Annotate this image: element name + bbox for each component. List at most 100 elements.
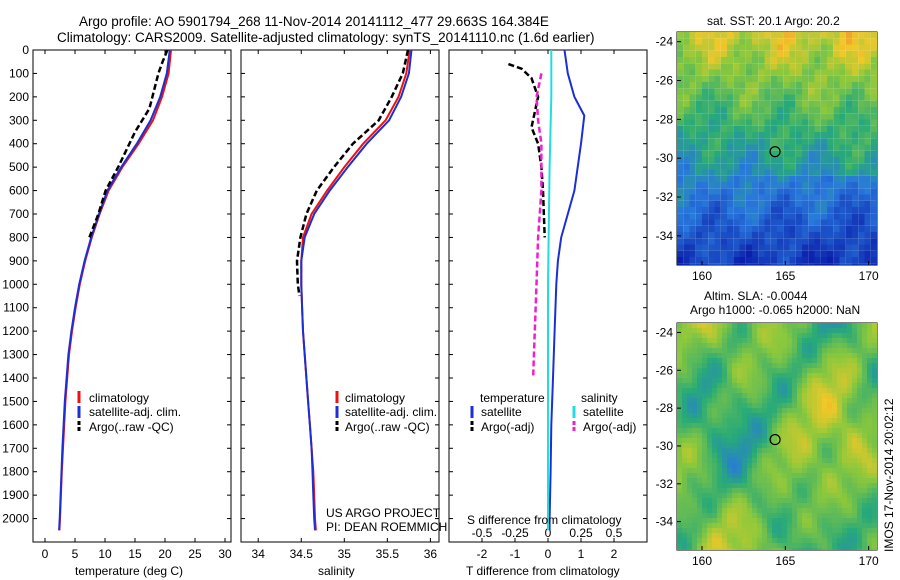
map-cell <box>812 413 817 418</box>
map-cell <box>732 433 737 438</box>
map-cell <box>837 378 842 383</box>
map-cell <box>717 458 722 463</box>
map-cell <box>864 263 871 265</box>
map-cell <box>787 433 792 438</box>
map-cell <box>683 119 690 126</box>
map-cell <box>733 94 740 101</box>
map-cell <box>822 353 827 358</box>
map-cell <box>767 503 772 508</box>
map-cell <box>692 523 697 528</box>
map-cell <box>683 169 690 176</box>
map-cell <box>712 473 717 478</box>
map-cell <box>772 548 777 550</box>
map-cell <box>822 458 827 463</box>
map-cell <box>714 163 721 170</box>
map-cell <box>827 244 834 251</box>
map-cell <box>797 373 802 378</box>
map-cell <box>717 363 722 368</box>
map-cell <box>839 219 846 226</box>
map-cell <box>777 518 782 523</box>
map-cell <box>842 448 847 453</box>
map-cell <box>712 458 717 463</box>
map-cell <box>764 57 771 64</box>
map-cell <box>777 144 784 151</box>
map-cell <box>839 107 846 114</box>
map-cell <box>697 478 702 483</box>
map-cell <box>733 225 740 232</box>
map-cell <box>720 207 727 214</box>
map-cell <box>782 383 787 388</box>
map-cell <box>732 478 737 483</box>
map-cell <box>695 200 702 207</box>
map-cell <box>789 219 796 226</box>
map-cell <box>720 150 727 157</box>
map-cell <box>683 213 690 220</box>
map-cell <box>757 408 762 413</box>
map-cell <box>777 69 784 76</box>
map-cell <box>864 175 871 182</box>
map-cell <box>847 363 852 368</box>
map-cell <box>757 358 762 363</box>
map-cell <box>852 125 859 132</box>
map-cell <box>702 200 709 207</box>
map-cell <box>789 69 796 76</box>
map-cell <box>783 194 790 201</box>
map-cell <box>732 328 737 333</box>
map-cell <box>777 32 784 39</box>
map-cell <box>722 488 727 493</box>
map-cell <box>872 443 877 448</box>
map-cell <box>857 368 862 373</box>
map-cell <box>712 453 717 458</box>
map-cell <box>852 44 859 51</box>
map-cell <box>742 383 747 388</box>
map-cell <box>757 338 762 343</box>
x-tick-label: -2 <box>477 547 488 561</box>
map-cell <box>677 338 682 343</box>
map-cell <box>707 353 712 358</box>
map-cell <box>789 250 796 257</box>
map-cell <box>707 473 712 478</box>
map-cell <box>820 182 827 189</box>
map-cell <box>722 408 727 413</box>
map-cell <box>870 232 877 239</box>
map-cell <box>777 44 784 51</box>
map-cell <box>733 232 740 239</box>
map-cell <box>747 353 752 358</box>
map-cell <box>837 538 842 543</box>
map-cell <box>737 498 742 503</box>
map-cell <box>737 388 742 393</box>
map-cell <box>808 32 815 39</box>
map-cell <box>787 423 792 428</box>
map-cell <box>777 513 782 518</box>
map-cell <box>692 538 697 543</box>
map-cell <box>692 493 697 498</box>
map-cell <box>817 403 822 408</box>
map-cell <box>787 508 792 513</box>
map-cell <box>745 113 752 120</box>
map-cell <box>707 478 712 483</box>
map-cell <box>872 498 877 503</box>
map-cell <box>867 353 872 358</box>
map-cell <box>714 250 721 257</box>
map-cell <box>702 82 709 89</box>
map-cell <box>837 333 842 338</box>
map-cell <box>702 213 709 220</box>
map-cell <box>752 453 757 458</box>
map-cell <box>847 368 852 373</box>
map-cell <box>677 518 682 523</box>
map-cell <box>832 348 837 353</box>
map-cell <box>808 44 815 51</box>
map-cell <box>847 393 852 398</box>
map-cell <box>758 263 765 265</box>
map-cell <box>817 373 822 378</box>
map-cell <box>758 138 765 145</box>
map-cell <box>720 107 727 114</box>
map-cell <box>677 508 682 513</box>
map-cell <box>727 75 734 82</box>
map-cell <box>697 453 702 458</box>
map-cell <box>842 453 847 458</box>
map-cell <box>802 493 807 498</box>
map-cell <box>814 188 821 195</box>
map-cell <box>847 488 852 493</box>
top-tick-label: -0.5 <box>472 526 493 540</box>
